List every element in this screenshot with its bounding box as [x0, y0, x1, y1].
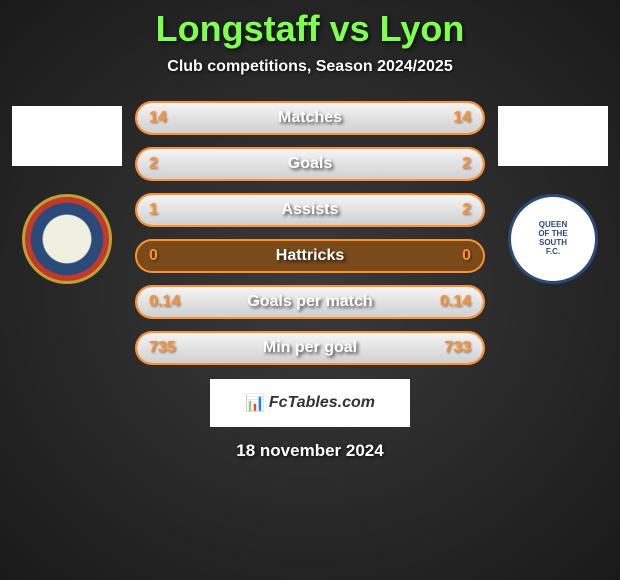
left-player-silhouette: [12, 106, 122, 166]
bar-value-right: 733: [444, 339, 471, 357]
stat-bar: 0.14 0.14 Goals per match: [135, 285, 485, 319]
stat-bar: 14 14 Matches: [135, 101, 485, 135]
chart-icon: 📊: [245, 393, 265, 413]
bar-fill-left: [137, 149, 310, 179]
right-player-col: QUEENOF THESOUTHF.C.: [493, 101, 613, 284]
bar-fill-right: [310, 149, 483, 179]
stat-bar: 735 733 Min per goal: [135, 331, 485, 365]
bar-label: Assists: [282, 201, 339, 219]
bar-label: Hattricks: [276, 247, 344, 265]
fctables-label: FcTables.com: [269, 394, 375, 412]
left-club-badge: [22, 194, 112, 284]
fctables-link[interactable]: 📊 FcTables.com: [210, 379, 410, 427]
right-club-badge-text: QUEENOF THESOUTHF.C.: [538, 221, 567, 256]
bar-label: Goals: [288, 155, 332, 173]
bar-label: Min per goal: [263, 339, 357, 357]
bar-value-right: 2: [462, 155, 471, 173]
bar-value-right: 0: [462, 247, 471, 265]
bar-value-left: 0: [149, 247, 158, 265]
right-player-silhouette: [498, 106, 608, 166]
bar-value-left: 1: [149, 201, 158, 219]
stats-bars: 14 14 Matches 2 2 Goals 1 2 Assists 0 0 Hattricks 0.…: [135, 101, 485, 365]
subtitle: Club competitions, Season 2024/2025: [0, 58, 620, 76]
bar-value-right: 14: [453, 109, 471, 127]
date-label: 18 november 2024: [0, 441, 620, 461]
stat-bar: 1 2 Assists: [135, 193, 485, 227]
bar-value-left: 2: [149, 155, 158, 173]
bar-value-left: 735: [149, 339, 176, 357]
left-player-col: [7, 101, 127, 284]
comparison-widget: Longstaff vs Lyon Club competitions, Sea…: [0, 0, 620, 461]
content-row: 14 14 Matches 2 2 Goals 1 2 Assists 0 0 Hattricks 0.…: [0, 101, 620, 365]
bar-value-right: 0.14: [440, 293, 471, 311]
bar-value-left: 14: [149, 109, 167, 127]
bar-label: Goals per match: [247, 293, 372, 311]
bar-label: Matches: [278, 109, 342, 127]
right-club-badge: QUEENOF THESOUTHF.C.: [508, 194, 598, 284]
bar-value-left: 0.14: [149, 293, 180, 311]
stat-bar: 2 2 Goals: [135, 147, 485, 181]
page-title: Longstaff vs Lyon: [0, 8, 620, 50]
stat-bar: 0 0 Hattricks: [135, 239, 485, 273]
bar-value-right: 2: [462, 201, 471, 219]
